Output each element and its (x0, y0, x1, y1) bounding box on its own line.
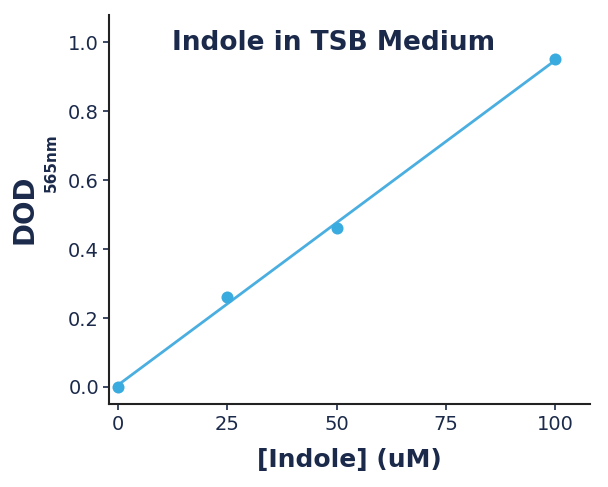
Point (223, 294, 232, 301)
Point (331, 225, 341, 232)
Text: 565nm: 565nm (44, 133, 59, 192)
Point (550, 56, 560, 63)
Text: Indole in TSB Medium: Indole in TSB Medium (172, 30, 495, 56)
Text: DOD: DOD (10, 175, 38, 244)
Point (113, 383, 123, 391)
X-axis label: [Indole] (uM): [Indole] (uM) (257, 448, 442, 471)
